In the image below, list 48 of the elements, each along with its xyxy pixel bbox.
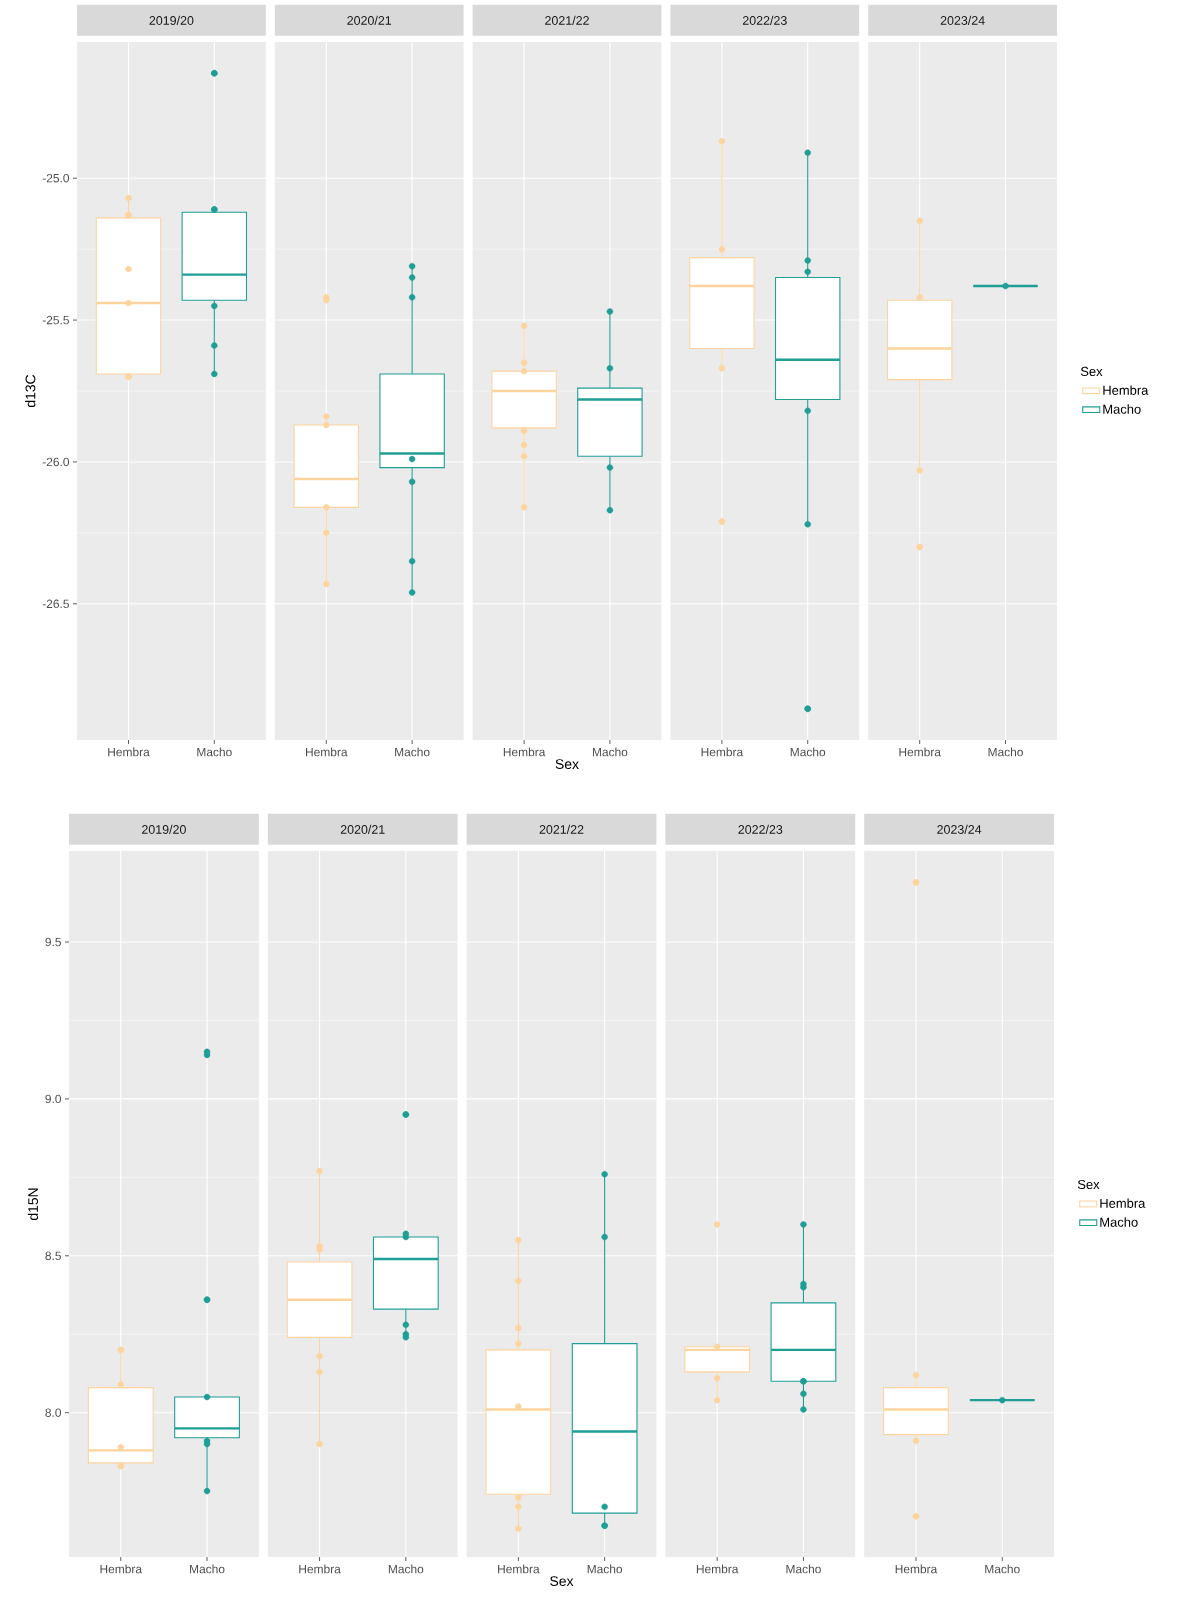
legend-label: Hembra [1100, 1198, 1146, 1208]
x-tick-label: Hembra [299, 1564, 341, 1574]
x-tick-label: Hembra [108, 747, 150, 757]
x-tick-label: Hembra [696, 1564, 739, 1574]
x-tick-label: Hembra [701, 747, 744, 757]
y-tick-label: 8.0 [45, 1408, 62, 1417]
x-tick-label: Macho [988, 747, 1023, 757]
x-axis-title: Sex [550, 1576, 574, 1587]
x-tick-label: Macho [197, 747, 232, 757]
x-tick-label: Hembra [100, 1564, 143, 1574]
x-tick-label: Macho [592, 747, 628, 757]
y-axis-title: d13C [25, 374, 36, 408]
x-tick-label: Hembra [503, 747, 546, 757]
x-tick-label: Hembra [895, 1564, 938, 1574]
y-axis-title: d15N [27, 1188, 39, 1221]
y-tick-label: -26.0 [42, 457, 70, 467]
chart-title: 2023/24 [940, 15, 985, 25]
x-tick-label: Hembra [306, 747, 348, 757]
chart-title: 2022/23 [742, 15, 787, 25]
x-tick-label: Macho [587, 1564, 623, 1574]
chart-title: 2019/20 [149, 15, 194, 25]
legend-label: Hembra [1103, 385, 1149, 395]
chart-title: 2022/23 [738, 824, 783, 834]
chart-title: 2021/22 [545, 15, 589, 25]
chart-title: 2019/20 [142, 824, 186, 834]
y-tick-label: 9.5 [45, 937, 61, 947]
y-tick-label: -26.5 [42, 599, 69, 609]
y-tick-label: -25.0 [42, 173, 70, 183]
chart-title: 2020/21 [347, 15, 392, 25]
x-tick-label: Macho [786, 1564, 821, 1574]
chart-title: 2020/21 [340, 824, 385, 834]
x-axis-title: Sex [555, 759, 579, 770]
chart-title: 2021/22 [539, 824, 584, 834]
legend-title: Sex [1080, 366, 1103, 377]
y-tick-label: -25.5 [42, 315, 69, 325]
x-tick-label: Macho [190, 1564, 225, 1574]
x-tick-label: Macho [388, 1564, 424, 1574]
x-tick-label: Macho [985, 1564, 1020, 1574]
x-tick-label: Hembra [899, 747, 941, 757]
x-tick-label: Hembra [498, 1564, 540, 1574]
x-tick-label: Macho [790, 747, 826, 757]
legend-label: Macho [1103, 404, 1141, 414]
x-tick-label: Macho [395, 747, 430, 757]
y-tick-label: 8.5 [45, 1251, 61, 1261]
chart-title: 2023/24 [937, 824, 982, 834]
y-tick-label: 9.0 [45, 1094, 62, 1104]
legend-label: Macho [1100, 1217, 1138, 1227]
legend-title: Sex [1077, 1179, 1100, 1190]
